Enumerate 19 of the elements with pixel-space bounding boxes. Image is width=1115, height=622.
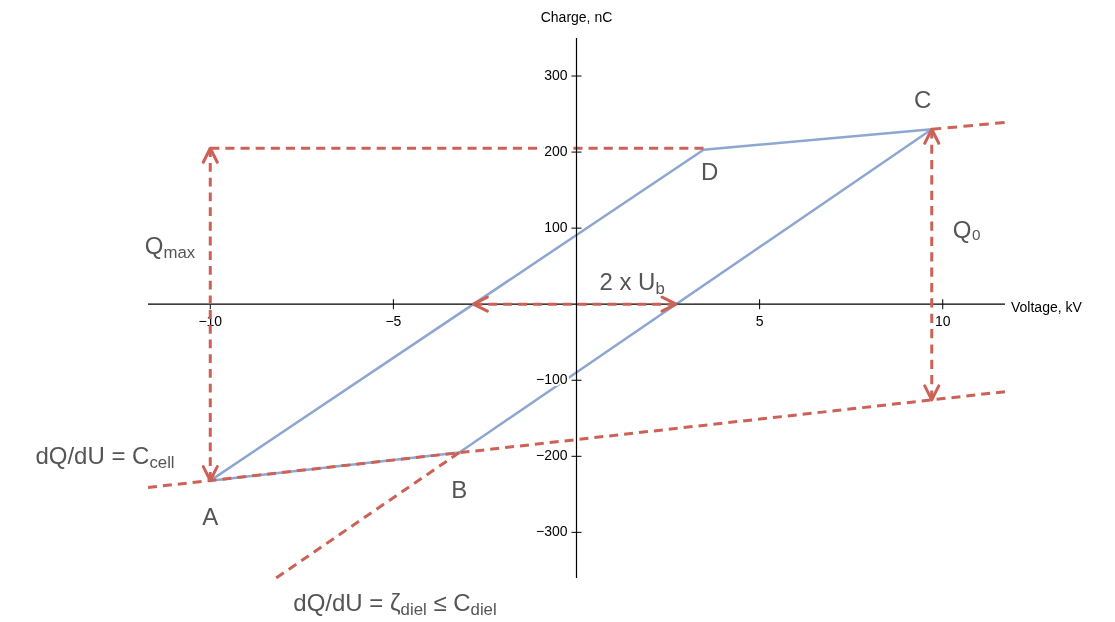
y-tick-label: 100 [544,218,568,235]
y-tick-label: 300 [544,66,568,83]
y-axis-title: Charge, nC [540,9,613,25]
annotation: B [451,475,468,503]
annotation: D [700,158,719,186]
annotation: A [202,502,219,530]
annotation: dQ/dU = C$_{cell}$ [35,442,175,472]
y-tick-label: −200 [535,447,568,464]
y-tick-label: −100 [535,370,568,387]
x-axis-title: Voltage, kV [1011,298,1083,315]
annotation: Q₀ [952,216,982,244]
y-tick-label: −300 [535,523,568,540]
annotation: C [914,86,932,114]
annotation: Q$_{max}$ [144,232,196,262]
x-tick-label: 5 [755,313,764,330]
annotation: 2 x U$_{b}$ [599,268,665,298]
text: dQ/dU = ζ$_{diel}$ ≤ C$_{diel}$ [293,589,497,619]
x-tick-label: 10 [934,313,951,330]
x-tick-label: −5 [385,313,402,330]
